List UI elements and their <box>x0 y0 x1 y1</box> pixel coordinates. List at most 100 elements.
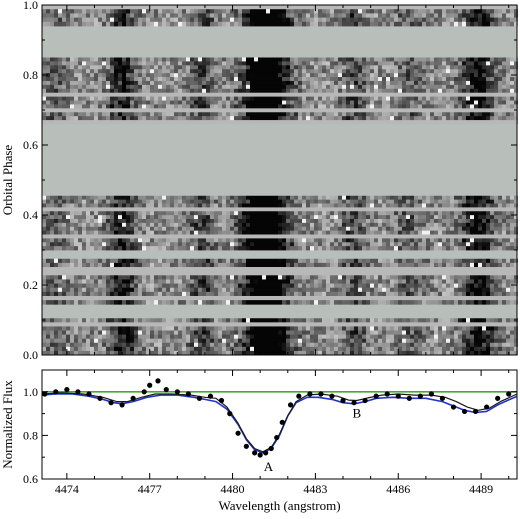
heatmap-cell <box>358 322 362 327</box>
heatmap-cell <box>246 69 250 74</box>
heatmap-cell <box>362 258 366 264</box>
heatmap-cell <box>258 262 262 268</box>
heatmap-cell <box>194 203 198 208</box>
heatmap-cell <box>222 57 226 62</box>
heatmap-cell <box>242 287 246 293</box>
heatmap-cell <box>278 275 282 280</box>
heatmap-cell <box>330 291 334 297</box>
heatmap-cell <box>434 203 438 208</box>
heatmap-cell <box>370 242 374 247</box>
heatmap-cell <box>290 330 294 335</box>
heatmap-cell <box>94 199 98 204</box>
heatmap-cell <box>346 219 350 224</box>
heatmap-cell <box>126 287 130 293</box>
heatmap-cell <box>166 69 170 74</box>
heatmap-cell <box>130 287 134 293</box>
heatmap-cell <box>450 80 454 86</box>
heatmap-cell <box>450 295 454 301</box>
heatmap-cell <box>398 267 402 272</box>
heatmap-cell <box>514 295 518 301</box>
heatmap-cell <box>70 215 74 220</box>
heatmap-cell <box>490 300 494 305</box>
heatmap-cell <box>258 61 262 66</box>
heatmap-cell <box>254 342 258 348</box>
heatmap-cell <box>154 195 158 201</box>
heatmap-cell <box>286 279 290 284</box>
heatmap-cell <box>154 330 158 335</box>
heatmap-cell <box>506 300 510 305</box>
heatmap-cell <box>122 283 126 289</box>
heatmap-cell <box>170 295 174 301</box>
heatmap-cell <box>130 230 134 235</box>
heatmap-cell <box>214 291 218 297</box>
heatmap-cell <box>418 61 422 66</box>
heatmap-cell <box>198 338 202 344</box>
heatmap-cell <box>422 84 426 90</box>
heatmap-cell <box>390 230 394 235</box>
heatmap-cell <box>206 222 210 228</box>
heatmap-cell <box>322 73 326 78</box>
heatmap-cell <box>478 326 482 331</box>
heatmap-cell <box>486 350 490 356</box>
heatmap-cell <box>446 57 450 62</box>
heatmap-cell <box>318 222 322 228</box>
heatmap-cell <box>110 199 114 204</box>
heatmap-cell <box>506 61 510 66</box>
heatmap-cell <box>154 318 158 323</box>
heatmap-cell <box>306 69 310 74</box>
heatmap-cell <box>478 80 482 86</box>
heatmap-cell <box>298 275 302 280</box>
heatmap-cell <box>438 330 442 335</box>
heatmap-cell <box>486 267 490 272</box>
heatmap-cell <box>418 219 422 224</box>
heatmap-cell <box>454 318 458 323</box>
heatmap-cell <box>314 322 318 327</box>
heatmap-cell <box>310 258 314 264</box>
heatmap-cell <box>246 275 250 280</box>
heatmap-cell <box>194 246 198 251</box>
heatmap-cell <box>98 230 102 235</box>
heatmap-cell <box>198 258 202 264</box>
heatmap-cell <box>510 69 514 74</box>
heatmap-cell <box>302 267 306 272</box>
heatmap-cell <box>122 322 126 327</box>
heatmap-cell <box>510 80 514 86</box>
heatmap-cell <box>446 203 450 208</box>
heatmap-cell <box>214 295 218 301</box>
heatmap-cell <box>270 65 274 70</box>
heatmap-cell <box>418 291 422 297</box>
heatmap-cell <box>314 267 318 272</box>
heatmap-cell <box>390 77 394 82</box>
heatmap-cell <box>194 262 198 268</box>
heatmap-cell <box>238 84 242 90</box>
heatmap-cell <box>282 230 286 235</box>
heatmap-cell <box>366 84 370 90</box>
heatmap-cell <box>362 80 366 86</box>
heatmap-cell <box>402 57 406 62</box>
heatmap-cell <box>198 230 202 235</box>
heatmap-cell <box>398 346 402 352</box>
heatmap-cell <box>86 69 90 74</box>
heatmap-cell <box>122 222 126 228</box>
heatmap-cell <box>162 291 166 297</box>
heatmap-cell <box>306 291 310 297</box>
heatmap-cell <box>314 342 318 348</box>
heatmap-cell <box>362 203 366 208</box>
heatmap-cell <box>130 77 134 82</box>
heatmap-cell <box>302 262 306 268</box>
heatmap-cell <box>410 318 414 323</box>
heatmap-cell <box>434 346 438 352</box>
heatmap-cell <box>138 262 142 268</box>
heatmap-cell <box>362 57 366 62</box>
heatmap-cell <box>310 203 314 208</box>
heatmap-cell <box>462 69 466 74</box>
heatmap-cell <box>170 242 174 247</box>
heatmap-cell <box>218 318 222 323</box>
heatmap-cell <box>310 318 314 323</box>
heatmap-cell <box>286 295 290 301</box>
heatmap-cell <box>226 338 230 344</box>
heatmap-cell <box>214 230 218 235</box>
heatmap-cell <box>110 207 114 212</box>
heatmap-cell <box>358 238 362 243</box>
heatmap-cell <box>86 226 90 232</box>
